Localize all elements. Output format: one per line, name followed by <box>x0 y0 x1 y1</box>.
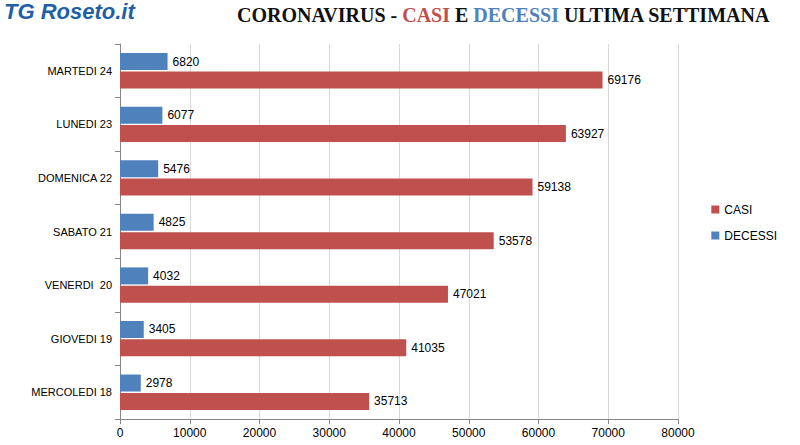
svg-text:SABATO 21: SABATO 21 <box>53 226 112 238</box>
svg-text:GIOVEDI 19: GIOVEDI 19 <box>51 333 112 345</box>
svg-text:20000: 20000 <box>243 426 277 440</box>
svg-text:30000: 30000 <box>313 426 347 440</box>
svg-text:MARTEDI 24: MARTEDI 24 <box>47 65 112 77</box>
svg-text:E: E <box>450 4 473 26</box>
svg-text:69176: 69176 <box>608 73 642 87</box>
svg-text:MERCOLEDI 18: MERCOLEDI 18 <box>31 386 112 398</box>
svg-text:59138: 59138 <box>537 180 571 194</box>
svg-text:VENERDI 20: VENERDI 20 <box>45 279 112 291</box>
svg-text:60000: 60000 <box>522 426 556 440</box>
svg-text:4825: 4825 <box>159 215 186 229</box>
svg-text:CORONAVIRUS -: CORONAVIRUS - <box>237 4 402 26</box>
svg-text:80000: 80000 <box>661 426 695 440</box>
svg-text:CASI: CASI <box>402 4 450 26</box>
svg-text:5476: 5476 <box>163 162 190 176</box>
svg-text:41035: 41035 <box>411 341 445 355</box>
svg-text:47021: 47021 <box>453 287 487 301</box>
svg-text:3405: 3405 <box>149 322 176 336</box>
svg-text:35713: 35713 <box>374 394 408 408</box>
svg-text:DECESSI: DECESSI <box>473 4 559 26</box>
svg-text:6820: 6820 <box>173 55 200 69</box>
svg-text:ULTIMA SETTIMANA: ULTIMA SETTIMANA <box>559 4 770 26</box>
svg-text:LUNEDI 23: LUNEDI 23 <box>56 118 112 130</box>
svg-text:0: 0 <box>117 426 124 440</box>
svg-text:53578: 53578 <box>499 234 533 248</box>
svg-text:40000: 40000 <box>382 426 416 440</box>
svg-text:10000: 10000 <box>173 426 207 440</box>
svg-text:CASI: CASI <box>724 203 752 217</box>
svg-text:DOMENICA 22: DOMENICA 22 <box>38 172 112 184</box>
svg-text:DECESSI: DECESSI <box>724 229 777 243</box>
svg-text:63927: 63927 <box>571 127 605 141</box>
svg-text:70000: 70000 <box>592 426 626 440</box>
svg-text:2978: 2978 <box>146 376 173 390</box>
svg-text:6077: 6077 <box>167 108 194 122</box>
svg-text:TG Roseto.it: TG Roseto.it <box>4 0 136 24</box>
svg-text:50000: 50000 <box>452 426 486 440</box>
svg-text:4032: 4032 <box>153 269 180 283</box>
